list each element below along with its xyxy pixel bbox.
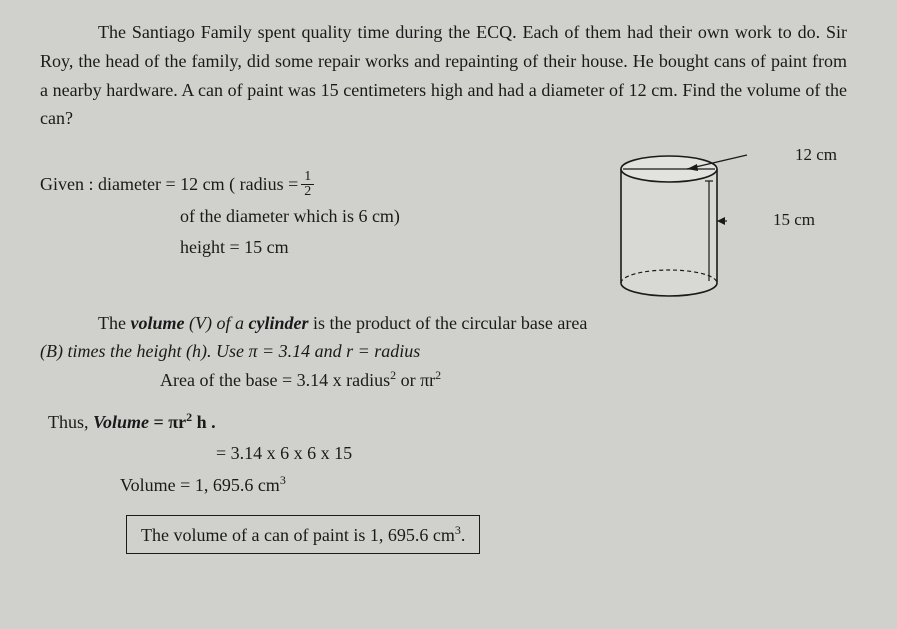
calc-l3a: Volume = 1, 695.6 cm — [120, 475, 280, 495]
cylinder-diagram: 12 cm 15 cm — [587, 145, 847, 300]
thus-c: = πr — [149, 412, 186, 432]
calc-line-1: Thus, Volume = πr2 h . — [40, 407, 847, 439]
vol-text-c: (V) of a — [184, 313, 248, 333]
vol-text-a: The — [98, 313, 130, 333]
area-a: Area of the base = 3.14 x radius — [160, 370, 390, 390]
diameter-label: 12 cm — [795, 145, 837, 165]
area-of-base-line: Area of the base = 3.14 x radius2 or πr2 — [40, 368, 847, 391]
area-sup2: 2 — [435, 368, 441, 382]
answer-text-b: . — [461, 525, 466, 545]
height-label: 15 cm — [773, 210, 815, 230]
vol-text-d: cylinder — [248, 313, 308, 333]
vol-text-b: volume — [130, 313, 184, 333]
thus-b: Volume — [93, 412, 149, 432]
area-b: or πr — [396, 370, 435, 390]
given-line-1: Given : diameter = 12 cm ( radius = 1 2 — [40, 169, 587, 201]
thus-d: h . — [192, 412, 216, 432]
volume-explanation: The volume (V) of a cylinder is the prod… — [40, 310, 847, 338]
given-prefix: Given : diameter = 12 cm ( radius = — [40, 169, 298, 201]
problem-paragraph: The Santiago Family spent quality time d… — [40, 18, 847, 133]
given-and-diagram-row: Given : diameter = 12 cm ( radius = 1 2 … — [40, 145, 847, 300]
calc-sup3: 3 — [280, 473, 286, 487]
thus-a: Thus, — [48, 412, 93, 432]
answer-text-a: The volume of a can of paint is 1, 695.6… — [141, 525, 455, 545]
calc-line-2: = 3.14 x 6 x 6 x 15 — [40, 438, 847, 470]
given-line-2: of the diameter which is 6 cm) — [40, 201, 587, 233]
vol-text-e: is the product of the circular base area — [308, 313, 587, 333]
vol-text-g: r = radius — [346, 341, 420, 361]
given-line-3: height = 15 cm — [40, 232, 587, 264]
calculation-block: Thus, Volume = πr2 h . = 3.14 x 6 x 6 x … — [40, 407, 847, 502]
calc-line-3: Volume = 1, 695.6 cm3 — [40, 470, 847, 502]
vol-text-f: (B) times the height (h). Use π = 3.14 a… — [40, 341, 346, 361]
fraction-one-half: 1 2 — [301, 170, 314, 199]
volume-explanation-2: (B) times the height (h). Use π = 3.14 a… — [40, 338, 847, 366]
answer-box: The volume of a can of paint is 1, 695.6… — [126, 515, 480, 554]
fraction-numerator: 1 — [301, 170, 314, 185]
cylinder-svg — [609, 151, 749, 301]
fraction-denominator: 2 — [301, 185, 314, 199]
given-block: Given : diameter = 12 cm ( radius = 1 2 … — [40, 145, 587, 264]
